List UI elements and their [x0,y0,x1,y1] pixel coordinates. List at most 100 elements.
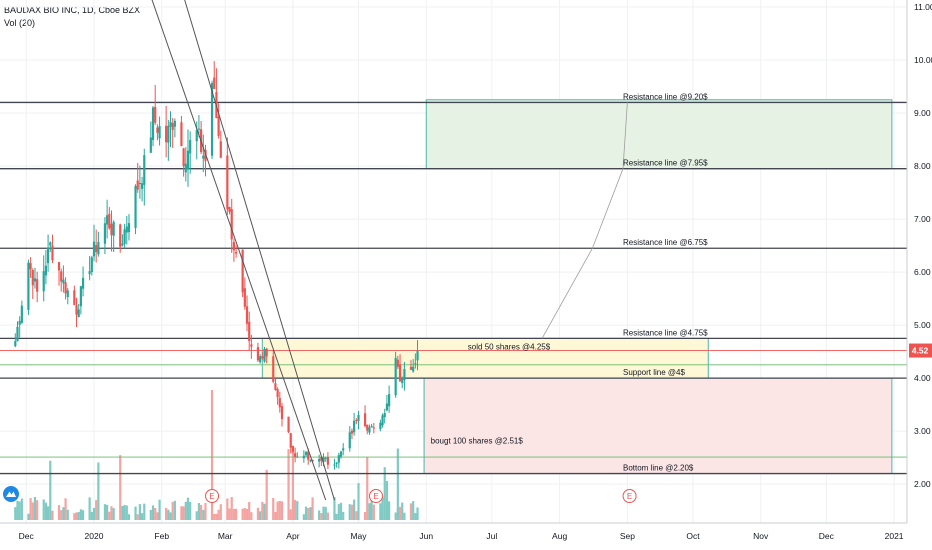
volume-bar [79,509,82,520]
candle-body [213,77,216,89]
candle-body [49,242,52,246]
volume-bar [307,508,310,520]
volume-bar [33,496,37,520]
earnings-icon [368,489,383,503]
candle-body [228,206,231,212]
volume-bar [215,513,218,520]
candle-body [136,180,139,190]
candle-body [127,223,131,233]
volume-bar [75,512,78,520]
candle-body [324,458,327,460]
volume-bar [149,509,152,520]
volume-bar [324,506,327,520]
y-tick-label: 2.00 [914,479,931,489]
candle-body [171,123,174,130]
volume-bar [228,508,231,520]
candle-body [97,241,100,255]
candle-body [272,356,275,382]
candle-body [112,221,115,236]
candle-body [44,265,48,276]
volume-bar [241,508,244,520]
volume-bar [119,455,122,520]
candle-body [248,321,251,342]
volume-bar [234,508,238,520]
x-tick-label: Sep [620,531,635,541]
candle-body [388,394,391,407]
annotation-zones [261,99,893,475]
volume-bar [106,504,109,520]
annotation-label: bougt 100 shares @2.51$ [431,437,524,446]
candle-body [138,182,142,184]
volume-bar [180,506,183,520]
earnings-icon [205,489,220,503]
volume-bar [355,511,358,520]
last-price-label: 4.52 [912,346,929,356]
volume-bar [189,501,192,520]
candle-body [259,356,262,363]
volume-bar [60,510,63,520]
volume-bar [335,513,338,520]
y-tick-label: 6.00 [914,267,931,277]
candle-body [366,424,369,431]
candle-body [414,363,417,365]
candle-body [75,305,78,315]
volume-bar [36,500,39,520]
sell-zone [261,337,709,379]
candle-body [18,320,21,325]
y-tick-label: 7.00 [914,214,931,224]
candle-body [363,413,367,427]
y-tick-label: 5.00 [914,320,931,330]
candle-body [121,243,124,246]
volume-bar [46,506,50,520]
volume-bar [156,512,159,520]
candle-body [230,209,233,240]
x-tick-label: Dec [19,531,35,541]
candle-body [318,458,321,462]
candle-body [256,347,260,361]
candle-body [287,416,290,433]
volume-bar [213,513,216,520]
volume-bar [311,497,314,520]
volume-bar [412,501,415,520]
x-tick-label: Feb [154,531,169,541]
x-tick-label: Dec [819,531,835,541]
candle-body [398,364,402,382]
candle-body [383,413,386,418]
candle-body [219,141,222,158]
candle-body [263,348,266,362]
volume-bar [125,505,128,520]
candle-body [197,128,201,130]
volume-bar [263,503,266,520]
candle-body [396,359,399,367]
volume-bar [372,504,375,520]
candle-body [184,163,187,173]
candle-body [278,397,281,408]
volume-bar [294,499,297,520]
volume-bar [318,510,321,520]
candle-body [95,245,98,252]
candle-body [51,245,54,261]
candle-body [66,290,69,298]
volume-bar [248,502,251,520]
volume-bar [103,504,107,520]
target-path-segment [541,248,593,339]
trend-line [184,0,335,501]
volume-bar [138,504,142,520]
volume-bar [197,503,201,520]
candle-body [186,150,190,170]
volume-bar [182,506,185,520]
target-path-segment [592,168,624,249]
volume-bar [90,511,93,520]
volume-bar [167,509,170,520]
volume-bar [379,503,382,520]
volume-bar [49,460,52,520]
volume-bar [110,506,113,520]
candle-body [123,229,126,244]
candle-body [14,341,17,347]
volume-bar [81,510,85,520]
target-path-segment [622,102,628,169]
volume-spike [396,448,399,520]
volume-bar [171,501,174,520]
